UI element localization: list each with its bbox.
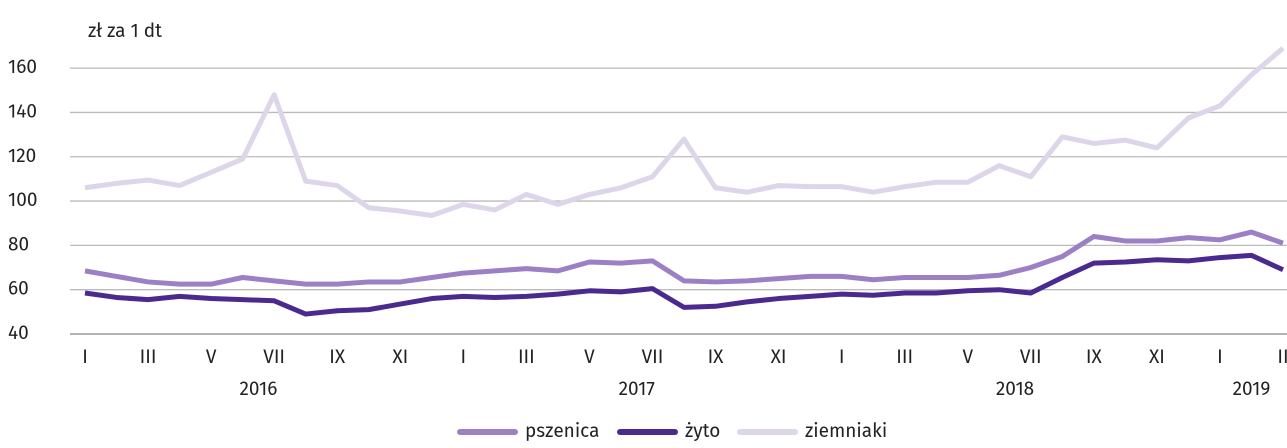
x-tick-label: III [896, 346, 913, 369]
series-line [84, 46, 1285, 218]
year-label: 2016 [239, 378, 277, 401]
x-tick-label: IX [329, 346, 346, 369]
x-tick-label: XI [1149, 346, 1165, 369]
x-tick-label: III [518, 346, 535, 369]
y-tick-label: 120 [8, 145, 36, 168]
year-label: 2018 [996, 378, 1034, 401]
y-tick-label: 40 [8, 322, 29, 345]
legend-label: pszenica [525, 420, 599, 443]
year-label: 2017 [619, 378, 655, 401]
y-tick-label: 100 [8, 189, 37, 212]
x-tick-label: VII [1020, 346, 1042, 369]
legend-label: żyto [685, 420, 720, 443]
x-tick-label: VII [642, 346, 664, 369]
x-tick-label: IX [708, 346, 725, 369]
x-tick-label: II [1277, 346, 1287, 369]
x-tick-label: I [82, 346, 88, 369]
y-tick-label: 80 [8, 233, 29, 256]
x-tick-label: VII [263, 346, 285, 369]
axis-label: zł za 1 dt [88, 20, 162, 43]
x-tick-label: V [584, 346, 595, 369]
x-tick-label: I [839, 346, 845, 369]
x-tick-label: V [962, 346, 973, 369]
x-tick-label: XI [771, 346, 787, 369]
y-tick-label: 140 [8, 100, 37, 123]
year-label: 2019 [1233, 378, 1271, 401]
x-tick-label: IX [1086, 346, 1103, 369]
y-tick-label: 60 [8, 278, 29, 301]
y-tick-label: 160 [8, 56, 37, 79]
series-line [84, 252, 1285, 317]
series-line [84, 229, 1284, 287]
x-tick-label: V [206, 346, 217, 369]
legend-label: ziemniaki [805, 420, 887, 443]
x-tick-label: I [461, 346, 467, 369]
x-tick-label: I [1217, 346, 1223, 369]
x-tick-label: III [140, 346, 157, 369]
x-tick-label: XI [392, 346, 408, 369]
